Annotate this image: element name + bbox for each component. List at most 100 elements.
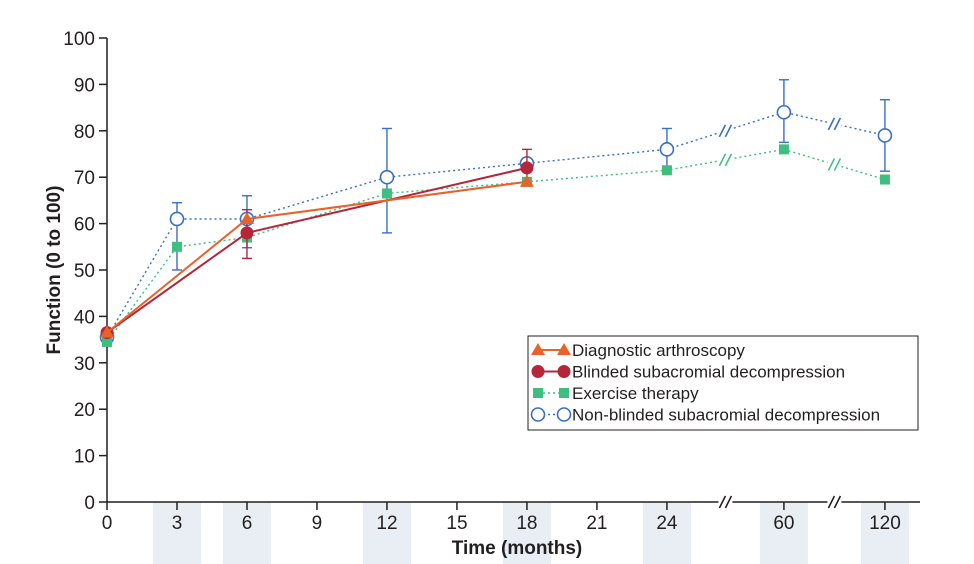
- point-square-marker: [778, 144, 789, 155]
- point-triangle-marker: [531, 343, 545, 355]
- series-break-gap: [718, 155, 733, 164]
- break-slash: [827, 158, 836, 171]
- x-tick-label: 60: [773, 513, 794, 534]
- series-blinded-subacromial-decompression: [100, 148, 534, 340]
- legend-label: Blinded subacromial decompression: [572, 363, 845, 382]
- break-slash: [833, 158, 842, 171]
- point-square-marker: [102, 336, 112, 347]
- series-group: [99, 79, 893, 347]
- series-non-blinded-subacromial-decompression: [99, 79, 893, 345]
- break-slash: [718, 124, 727, 138]
- series-break-mark: [827, 158, 842, 171]
- point-square-marker: [559, 388, 569, 398]
- tick-shade-band: [502, 502, 551, 564]
- y-tick-label: 60: [74, 215, 95, 236]
- y-tick-label: 40: [74, 307, 95, 328]
- series-diagnostic-arthroscopy: [100, 174, 534, 338]
- point-triangle-marker: [519, 174, 534, 187]
- tick-shade-band: [860, 502, 909, 564]
- tick-shade-band: [642, 502, 691, 564]
- x-axis-break-mark: [718, 495, 733, 509]
- y-axis-title: Function (0 to 100): [44, 186, 65, 355]
- legend-item: Exercise therapy: [533, 384, 699, 403]
- point-square-marker: [533, 388, 543, 398]
- point-square-marker: [879, 174, 890, 185]
- legend-item: Diagnostic arthroscopy: [531, 341, 745, 360]
- series-break-mark: [827, 117, 842, 131]
- tick-shade-band: [362, 502, 411, 564]
- legend-box: [527, 335, 919, 431]
- y-tick-label: 90: [74, 75, 95, 96]
- tick-shade-band: [759, 502, 808, 564]
- series-break-gap: [718, 126, 733, 135]
- tick-shade-band: [152, 502, 201, 564]
- y-tick-label: 100: [63, 29, 95, 50]
- series-line: [106, 166, 528, 334]
- axis-breaks-group: [718, 495, 842, 509]
- y-tick-label: 0: [84, 493, 95, 514]
- point-open-circle-marker: [530, 407, 546, 422]
- x-ticks-group: 0 3 6 9 12 15 18 21 24 60 120: [102, 502, 901, 534]
- point-square-marker: [381, 188, 392, 199]
- series-break-mark: [718, 124, 733, 138]
- break-slash: [724, 124, 733, 138]
- legend-label: Diagnostic arthroscopy: [572, 341, 745, 360]
- break-slash: [833, 117, 842, 131]
- point-circle-marker: [520, 161, 534, 175]
- legend-item: Blinded subacromial decompression: [531, 363, 845, 382]
- axes-group: [106, 38, 920, 503]
- point-triangle-marker: [557, 343, 571, 355]
- x-tick-label: 6: [242, 513, 253, 534]
- series-line: [106, 111, 886, 338]
- series-line: [106, 148, 886, 343]
- point-open-circle-marker: [379, 169, 395, 185]
- point-open-circle-marker: [169, 211, 185, 227]
- y-tick-label: 50: [74, 261, 95, 282]
- x-axis-break-gap: [827, 499, 842, 505]
- break-slash: [827, 495, 836, 509]
- point-circle-marker: [531, 365, 545, 378]
- x-axis-break-mark: [827, 495, 842, 509]
- x-tick-label: 12: [376, 513, 397, 534]
- y-tick-label: 30: [74, 354, 95, 375]
- x-tick-label: 120: [869, 513, 901, 534]
- point-triangle-marker: [239, 211, 254, 224]
- series-break-gap: [827, 119, 842, 128]
- x-tick-label: 3: [172, 513, 183, 534]
- x-tick-label: 0: [102, 513, 113, 534]
- point-square-marker: [171, 241, 182, 252]
- legend-label: Exercise therapy: [572, 384, 699, 403]
- y-tick-label: 80: [74, 122, 95, 143]
- y-tick-label: 20: [74, 400, 95, 421]
- break-slash: [827, 117, 836, 131]
- x-tick-label: 18: [516, 513, 537, 534]
- x-tick-label: 9: [312, 513, 323, 534]
- y-tick-label: 70: [74, 168, 95, 189]
- point-circle-marker: [557, 365, 571, 378]
- x-tick-label: 15: [446, 513, 467, 534]
- point-triangle-marker: [100, 325, 114, 338]
- x-axis-title: Time (months): [452, 538, 583, 559]
- point-circle-marker: [240, 226, 254, 240]
- break-slash: [724, 495, 733, 509]
- series-break-mark: [718, 153, 733, 167]
- break-slash: [718, 495, 727, 509]
- break-slash: [833, 495, 842, 509]
- legend-label: Non-blinded subacromial decompression: [572, 406, 880, 425]
- point-open-circle-marker: [877, 128, 893, 143]
- break-slash: [718, 153, 727, 167]
- x-axis-break-gap: [718, 499, 733, 505]
- series-break-gap: [827, 160, 842, 169]
- point-square-marker: [661, 165, 672, 176]
- point-open-circle-marker: [776, 104, 792, 120]
- point-open-circle-marker: [556, 407, 572, 422]
- legend-item: Non-blinded subacromial decompression: [530, 406, 880, 425]
- point-open-circle-marker: [659, 142, 675, 157]
- y-ticks-group: 0 10 20 30 40 50 60 70 80 90 100: [63, 29, 107, 514]
- x-tick-label: 21: [586, 513, 607, 534]
- y-tick-label: 10: [74, 447, 95, 468]
- x-tick-label: 24: [656, 513, 678, 534]
- legend: Diagnostic arthroscopy Blinded subacromia…: [527, 335, 919, 431]
- tick-shade-band: [222, 502, 271, 564]
